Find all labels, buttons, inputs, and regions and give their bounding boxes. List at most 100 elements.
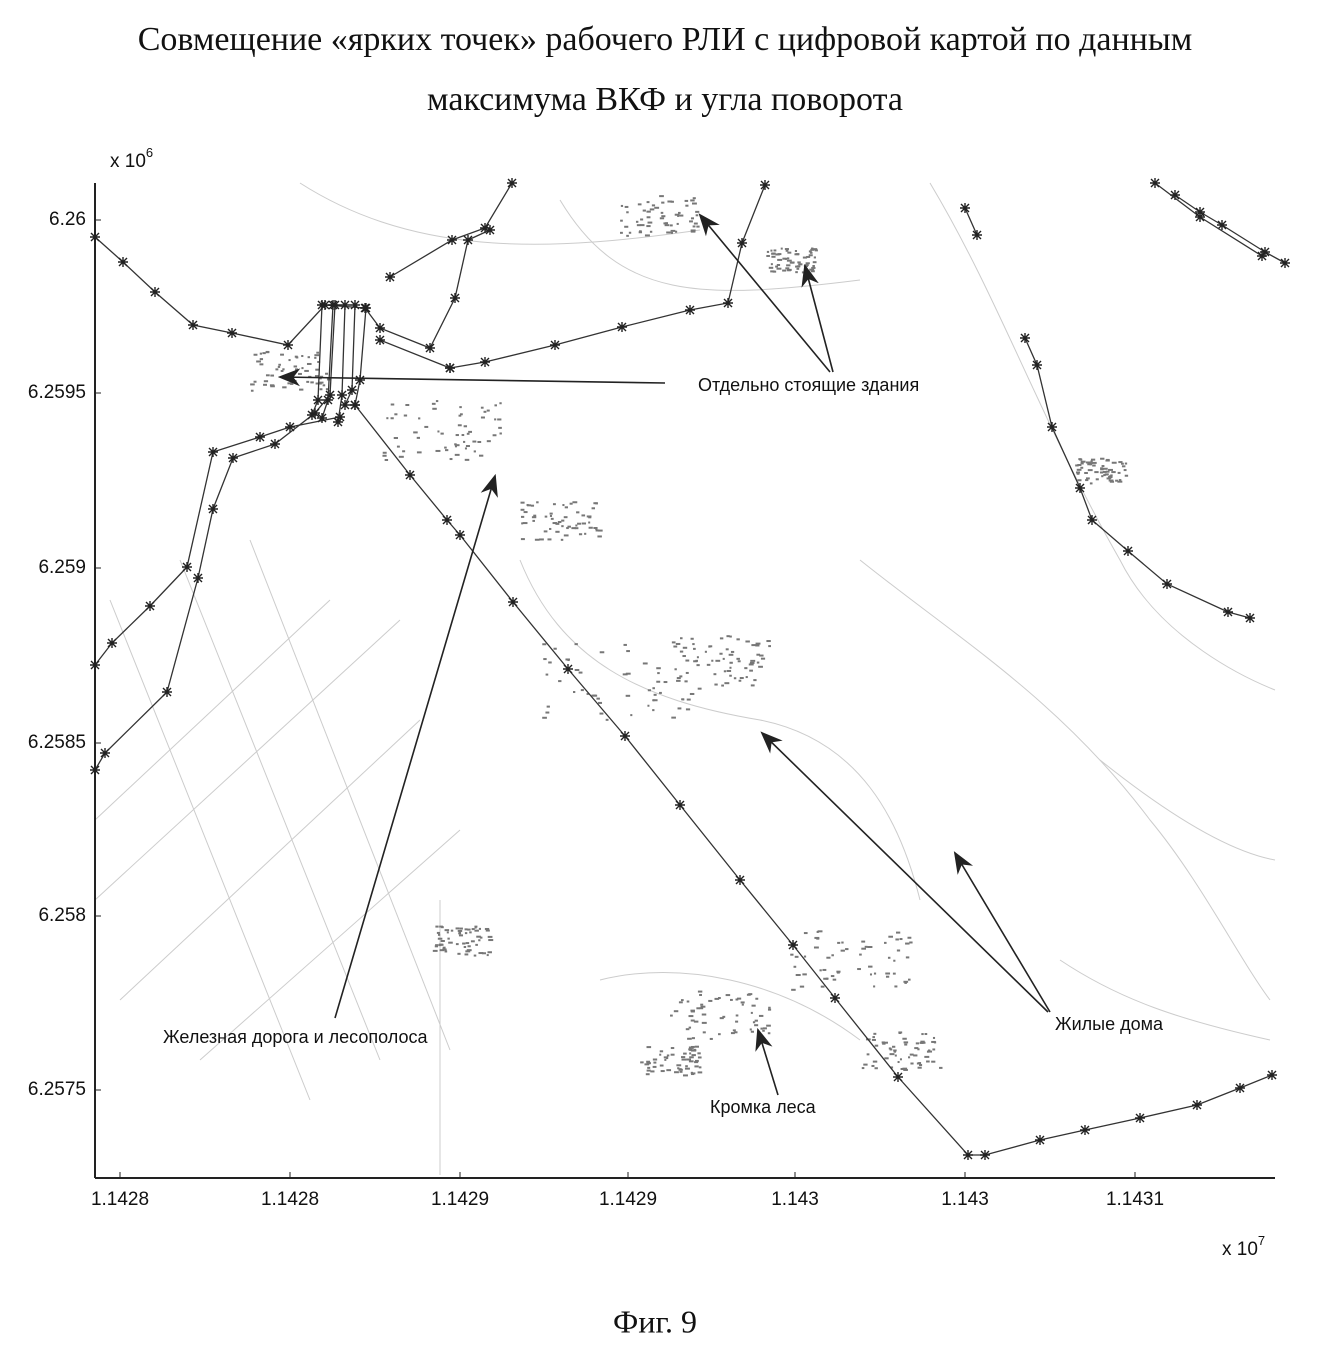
speckle (640, 224, 645, 226)
marker (107, 638, 117, 648)
speckle (813, 261, 817, 263)
speckle (1125, 475, 1128, 477)
speckle (462, 943, 465, 945)
speckle (645, 234, 650, 236)
marker (90, 765, 100, 775)
speckle (724, 682, 729, 684)
speckle (385, 459, 388, 461)
speckle (564, 516, 568, 518)
marker (323, 395, 333, 405)
speckle (798, 263, 802, 265)
speckle (256, 360, 261, 362)
speckle (456, 943, 459, 945)
speckle (714, 684, 717, 686)
speckle (872, 1036, 875, 1038)
speckle (1125, 463, 1127, 465)
speckle (291, 378, 294, 380)
speckle (932, 1048, 935, 1050)
speckle (791, 989, 796, 991)
speckle (884, 1057, 888, 1059)
speckle (1100, 471, 1103, 473)
speckle (667, 1054, 669, 1056)
speckle (438, 938, 443, 940)
speckle (494, 418, 496, 420)
speckle (685, 200, 689, 202)
speckle (659, 195, 664, 197)
speckle (666, 1069, 671, 1071)
speckle (819, 969, 821, 971)
speckle (307, 363, 312, 365)
speckle (314, 357, 316, 359)
speckle (770, 250, 772, 252)
speckle (774, 249, 777, 251)
speckle (686, 672, 689, 674)
speckle (795, 250, 797, 252)
marker (507, 178, 517, 188)
speckle (295, 368, 298, 370)
speckle (894, 1051, 896, 1053)
marker (723, 298, 733, 308)
speckle (886, 976, 889, 978)
speckle (823, 978, 828, 980)
speckle (778, 253, 782, 255)
marker (208, 447, 218, 457)
speckle (523, 522, 528, 524)
marker (285, 422, 295, 432)
speckle (575, 669, 580, 671)
speckle (702, 1022, 707, 1024)
speckle (1077, 473, 1080, 475)
speckle (746, 676, 748, 678)
speckle (804, 956, 806, 958)
speckle (660, 1065, 664, 1067)
speckle (679, 1068, 681, 1070)
speckle (896, 932, 900, 934)
marker (337, 390, 347, 400)
speckle (692, 1037, 695, 1039)
speckle (480, 937, 483, 939)
speckle (696, 1007, 700, 1009)
speckle (674, 1010, 678, 1012)
speckle (677, 215, 679, 217)
speckle (814, 937, 819, 939)
speckle (296, 356, 299, 358)
speckle (477, 441, 481, 443)
speckle (484, 411, 487, 413)
speckle (575, 524, 577, 526)
marker (90, 660, 100, 670)
speckle (861, 948, 866, 950)
speckle (895, 938, 898, 940)
speckle (928, 1049, 930, 1051)
marker (145, 601, 155, 611)
speckle (626, 211, 628, 213)
speckle (521, 522, 523, 524)
speckle (809, 269, 814, 271)
map-line (1025, 338, 1250, 618)
speckle (661, 202, 664, 204)
speckle (304, 370, 309, 372)
y-tick-label: 6.258 (38, 905, 86, 926)
marker (118, 257, 128, 267)
speckle (903, 981, 908, 983)
speckle (487, 951, 491, 953)
speckle (902, 1038, 906, 1040)
speckle (656, 681, 660, 683)
speckle (787, 269, 791, 271)
speckle (786, 250, 789, 252)
speckle (648, 222, 653, 224)
speckle (815, 249, 818, 251)
speckle (468, 431, 472, 433)
marker (450, 293, 460, 303)
speckle (445, 950, 448, 952)
speckle (870, 973, 872, 975)
speckle (699, 1066, 702, 1068)
speckle (259, 363, 263, 365)
marker (1020, 333, 1030, 343)
speckle (892, 1046, 895, 1048)
speckle (260, 353, 262, 355)
speckle (647, 705, 649, 707)
speckle (310, 381, 313, 383)
speckle (319, 383, 322, 385)
speckle (920, 1042, 924, 1044)
speckle (768, 1032, 771, 1034)
speckle (548, 661, 552, 663)
